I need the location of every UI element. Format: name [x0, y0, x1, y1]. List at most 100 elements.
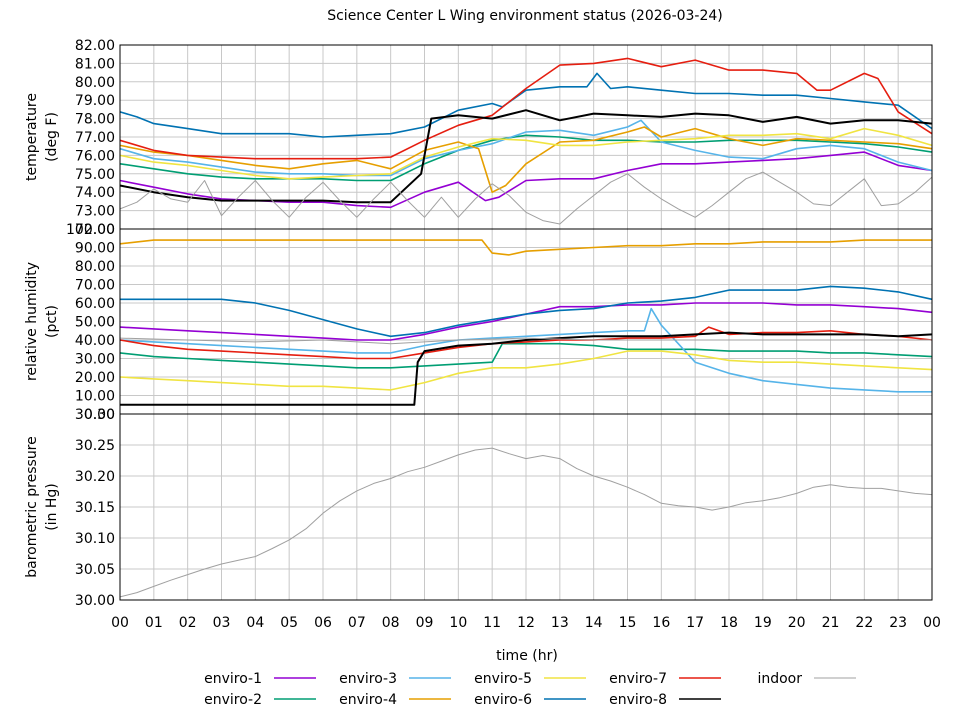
legend-label: indoor: [757, 671, 802, 687]
y-tick-label: 20.00: [75, 370, 115, 386]
y-tick-label: 30.20: [75, 469, 115, 485]
legend-label: enviro-6: [474, 692, 532, 708]
series-line-indoor: [119, 447, 933, 598]
series-line-enviro-6: [120, 285, 933, 338]
legend-label: enviro-5: [474, 671, 532, 687]
y-tick-label: 30.30: [75, 407, 115, 423]
y-axis-label-line: (deg F): [44, 112, 60, 162]
y-tick-label: 75.00: [75, 167, 115, 183]
y-tick-label: 100.00: [66, 222, 115, 238]
y-tick-label: 81.00: [75, 56, 115, 72]
x-tick-label: 03: [213, 615, 231, 631]
y-tick-label: 80.00: [75, 259, 115, 275]
y-tick-label: 73.00: [75, 204, 115, 220]
x-tick-label: 17: [686, 615, 704, 631]
y-tick-label: 74.00: [75, 185, 115, 201]
panel-temperature: 72.00 73.00 74.00 75.00 76.00 77.00 78.00 79.00…: [24, 38, 933, 238]
legend: enviro-1 enviro-2 enviro-3 enviro-4 enviro-5…: [204, 671, 856, 708]
chart-panels: 72.00 73.00 74.00 75.00 76.00 77.00 78.00 79.00…: [24, 38, 933, 609]
y-tick-label: 60.00: [75, 296, 115, 312]
series-line-enviro-4: [119, 126, 933, 193]
series-line-indoor: [119, 337, 932, 345]
legend-label: enviro-8: [609, 692, 667, 708]
y-tick-label: 30.00: [75, 352, 115, 368]
legend-label: enviro-7: [609, 671, 667, 687]
series-line-enviro-7: [119, 57, 933, 160]
x-tick-label: 13: [551, 615, 569, 631]
legend-item-enviro-5: enviro-5: [474, 671, 586, 687]
y-tick-label: 40.00: [75, 333, 115, 349]
panel-pressure: 30.00 30.05 30.10 30.15 30.20 30.25 30.30 barom…: [24, 407, 933, 609]
x-tick-label: 02: [179, 615, 197, 631]
y-tick-label: 30.05: [75, 562, 115, 578]
legend-label: enviro-2: [204, 692, 262, 708]
y-tick-label: 78.00: [75, 112, 115, 128]
x-tick-label: 18: [720, 615, 738, 631]
legend-item-enviro-7: enviro-7: [609, 671, 721, 687]
x-tick-label: 12: [517, 615, 535, 631]
legend-item-enviro-6: enviro-6: [474, 692, 586, 708]
x-tick-label: 19: [754, 615, 772, 631]
x-tick-label: 05: [280, 615, 298, 631]
x-tick-label: 15: [619, 615, 637, 631]
x-tick-label: 04: [246, 615, 264, 631]
y-axis-label-line: temperature: [24, 93, 40, 181]
x-tick-label: 16: [652, 615, 670, 631]
y-axis-label-humidity: relative humidity (pct): [24, 262, 60, 381]
y-tick-label: 76.00: [75, 148, 115, 164]
y-axis-label-line: barometric pressure: [24, 436, 40, 577]
y-tick-label: 82.00: [75, 38, 115, 54]
x-tick-label: 06: [314, 615, 332, 631]
series-line-enviro-4: [119, 239, 932, 256]
y-tick-label: 77.00: [75, 130, 115, 146]
x-tick-label: 21: [822, 615, 840, 631]
x-tick-label: 10: [449, 615, 467, 631]
y-axis-label-line: (pct): [44, 305, 60, 338]
x-tick-label: 08: [382, 615, 400, 631]
y-tick-label: 30.10: [75, 531, 115, 547]
x-tick-label: 00: [923, 615, 941, 631]
y-tick-label: 50.00: [75, 315, 115, 331]
series-line-enviro-5: [119, 127, 933, 180]
series-line-enviro-3: [119, 307, 932, 393]
legend-item-enviro-3: enviro-3: [339, 671, 451, 687]
y-tick-label: 30.25: [75, 438, 115, 454]
series-line-enviro-2: [119, 342, 933, 369]
x-tick-label: 11: [483, 615, 501, 631]
y-tick-label: 70.00: [75, 278, 115, 294]
x-tick-label: 09: [416, 615, 434, 631]
x-tick-label: 20: [788, 615, 806, 631]
y-axis-label-pressure: barometric pressure (in Hg): [24, 436, 60, 577]
series-line-enviro-8: [119, 109, 933, 204]
x-axis-label: time (hr): [496, 648, 558, 664]
series-line-enviro-3: [119, 119, 933, 177]
legend-label: enviro-3: [339, 671, 397, 687]
series-line-enviro-2: [119, 134, 933, 182]
legend-item-enviro-4: enviro-4: [339, 692, 451, 708]
y-tick-label: 72.00: [75, 222, 115, 238]
series-line-enviro-7: [119, 326, 933, 360]
legend-item-indoor: indoor: [757, 671, 856, 687]
legend-item-enviro-2: enviro-2: [204, 692, 316, 708]
y-tick-label: 80.00: [75, 75, 115, 91]
panel-frame: [119, 413, 933, 601]
y-tick-label: 90.00: [75, 241, 115, 257]
legend-item-enviro-1: enviro-1: [204, 671, 316, 687]
series-line-indoor: [119, 171, 933, 225]
x-tick-label: 01: [145, 615, 163, 631]
x-axis: 00 01 02 03 04 05 06 07 08 09 10 11 12 13 14 15 16 17 18 19…: [111, 615, 941, 631]
x-tick-label: 23: [889, 615, 907, 631]
x-tick-label: 07: [348, 615, 366, 631]
x-tick-label: 22: [855, 615, 873, 631]
chart-title: Science Center L Wing environment status…: [327, 8, 723, 24]
y-tick-label: 30.15: [75, 500, 115, 516]
y-axis-label-temperature: temperature (deg F): [24, 93, 60, 181]
y-tick-label: 0.00: [84, 407, 115, 423]
y-axis-label-line: relative humidity: [24, 262, 40, 381]
y-tick-label: 10.00: [75, 389, 115, 405]
y-axis-label-line: (in Hg): [44, 483, 60, 531]
y-tick-label: 30.00: [75, 593, 115, 609]
legend-label: enviro-1: [204, 671, 262, 687]
